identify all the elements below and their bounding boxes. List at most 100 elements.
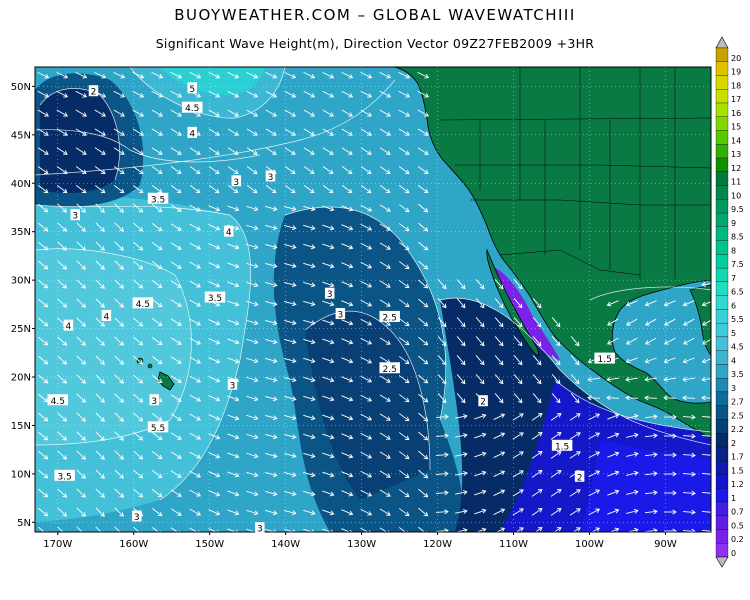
florida — [689, 284, 711, 356]
contour-label: 3.5 — [208, 294, 222, 304]
lon-tick-label: 170W — [43, 539, 72, 550]
legend-label: 4 — [731, 356, 736, 365]
legend-swatch — [715, 529, 729, 544]
legend-swatch — [715, 336, 729, 351]
contour-label-box — [147, 192, 169, 204]
north-america-land — [394, 67, 711, 439]
contour-label-box — [132, 297, 154, 309]
legend-swatch — [715, 405, 729, 420]
axis-ticks: 50N 45N 40N 35N 30N 25N 20N 15N 10N 5N 170W 160W 150… — [11, 82, 677, 550]
legend-swatch — [715, 474, 729, 489]
legend-label: 15 — [731, 123, 741, 132]
chart-subtitle: Significant Wave Height(m), Direction Ve… — [155, 36, 595, 51]
legend-swatch — [715, 364, 729, 379]
contour-label-box — [132, 510, 142, 522]
legend-swatch — [715, 267, 729, 283]
legend-label: 1.7 — [731, 453, 744, 462]
contour-label: 2 — [91, 88, 97, 98]
legend-label: 0.2 — [731, 535, 744, 544]
map-frame — [34, 66, 712, 533]
wave-zone-coast-1 — [580, 440, 711, 532]
contour-label: 4.5 — [185, 104, 199, 114]
contour-label: 5 — [189, 85, 195, 95]
contour-label-box — [379, 362, 400, 374]
contour-label: 5.5 — [151, 424, 165, 434]
contour-label-box — [47, 394, 69, 406]
contour-label-box — [255, 522, 265, 534]
legend-swatch — [715, 144, 729, 159]
legend-swatch — [715, 47, 729, 62]
contour-label-box — [54, 469, 75, 481]
legend-label: 17 — [731, 95, 741, 104]
contour-label: 3 — [257, 525, 263, 535]
legend-swatch — [715, 185, 729, 200]
lat-tick-label: 20N — [11, 373, 31, 384]
legend-swatch — [715, 295, 729, 310]
legend-swatch — [715, 212, 729, 227]
legend-label: 6.5 — [731, 288, 744, 297]
contour-label: 4 — [66, 322, 72, 332]
lat-tick-label: 5N — [17, 518, 31, 529]
legend-label: 7 — [731, 274, 736, 283]
lat-tick-label: 25N — [11, 324, 31, 335]
legend-label: 8 — [731, 246, 736, 255]
baja-peninsula — [486, 248, 539, 357]
map-area — [35, 67, 711, 532]
lat-tick-label: 10N — [11, 469, 31, 480]
contour-label: 2 — [577, 473, 583, 483]
contour-label-box — [187, 126, 197, 138]
lat-tick-label: 15N — [11, 421, 31, 432]
contour-label-box — [265, 170, 276, 182]
contour-label: 4 — [104, 312, 110, 322]
lat-tick-label: 40N — [11, 179, 31, 190]
contour-label: 3 — [134, 513, 140, 523]
contour-label: 4.5 — [136, 300, 150, 310]
legend-swatch — [715, 226, 729, 241]
color-legend: 20191817161514131211109.598.587.576.565.… — [715, 36, 744, 568]
contour-label-box — [181, 101, 203, 113]
contour-label: 3 — [230, 381, 236, 391]
legend-label: 20 — [731, 54, 741, 63]
lat-tick-label: 45N — [11, 130, 31, 141]
contour-label: 2 — [480, 398, 486, 408]
legend-label: 7.5 — [731, 260, 744, 269]
contour-label-box — [335, 308, 346, 320]
wave-zone-nw-2 — [40, 88, 120, 193]
legend-swatch — [715, 130, 729, 145]
contour-label-box — [187, 82, 197, 94]
contour-label: 3 — [72, 212, 78, 222]
contour-label-box — [63, 319, 74, 331]
legend-swatch — [715, 157, 729, 172]
legend-label: 3.5 — [731, 370, 744, 379]
legend-swatch — [715, 543, 729, 558]
legend-label: 2.5 — [731, 411, 744, 420]
contour-label: 3 — [268, 173, 274, 183]
legend-label: 1.2 — [731, 480, 744, 489]
legend-label: 13 — [731, 150, 741, 159]
legend-swatch — [715, 391, 729, 406]
contour-label: 3 — [327, 290, 333, 300]
lat-tick-label: 30N — [11, 276, 31, 287]
legend-swatch — [715, 199, 729, 214]
legend-swatch — [715, 61, 729, 76]
legend-swatch — [715, 322, 729, 338]
legend-swatch — [715, 488, 729, 503]
legend-label: 18 — [731, 81, 741, 90]
legend-label: 10 — [731, 191, 741, 200]
legend-label: 2 — [731, 439, 736, 448]
legend-swatch — [715, 515, 729, 530]
contour-label-box — [324, 287, 335, 299]
contour-label: 1.5 — [555, 442, 569, 452]
legend-swatch — [715, 281, 729, 296]
legend-swatch — [715, 460, 729, 475]
legend-label: 2.7 — [731, 398, 744, 407]
contour-label: 3 — [337, 311, 343, 321]
contour-label-box — [88, 85, 99, 97]
contour-labels: 2 5 4.5 4 3.5 3 3 3 4 4.5 3.5 4 4 3 3 2.5 2.5 3 3 4.5 5.5 2 3.… — [47, 82, 615, 535]
legend-label: 8.5 — [731, 233, 744, 242]
contour-label: 2.5 — [383, 365, 397, 375]
lat-tick-label: 50N — [11, 82, 31, 93]
contour-label: 3 — [233, 178, 239, 188]
legend-label: 5.5 — [731, 315, 744, 324]
